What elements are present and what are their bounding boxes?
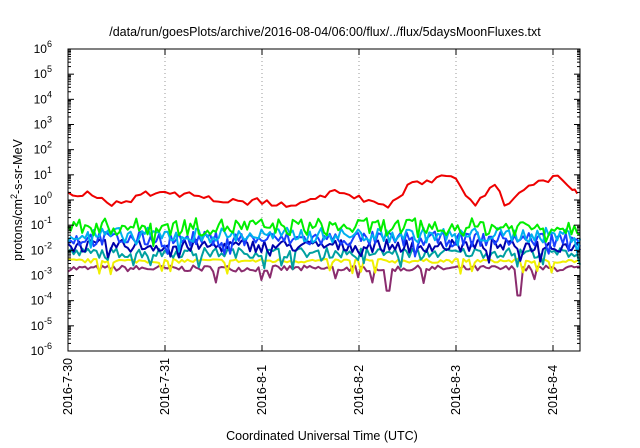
y-axis-label-text: protons/cm	[11, 199, 25, 261]
x-tick-label: 2016-8-3	[449, 365, 463, 415]
series-line	[67, 246, 581, 271]
y-tick-label-base: 10	[31, 269, 45, 283]
y-tick-label-base: 10	[34, 67, 48, 81]
series-line	[67, 264, 581, 297]
x-tick-label: 2016-8-2	[352, 365, 366, 415]
y-tick-label: 105	[34, 64, 52, 81]
y-tick-label: 106	[34, 39, 52, 56]
y-tick-label-exponent: 5	[47, 64, 52, 74]
y-axis-label-superscript: 2	[9, 194, 19, 199]
y-tick-label-exponent: -1	[44, 215, 52, 225]
y-tick-label: 10-3	[31, 266, 52, 283]
y-tick-label: 102	[34, 140, 52, 157]
x-tick-label: 2016-7-31	[158, 358, 172, 415]
y-tick-label-base: 10	[34, 143, 48, 157]
y-tick-label-exponent: 0	[47, 190, 52, 200]
y-tick-label-base: 10	[31, 319, 45, 333]
y-axis: 10-610-510-410-310-210-11001011021031041…	[31, 39, 580, 358]
x-tick-label: 2016-7-30	[61, 358, 75, 415]
y-tick-label-base: 10	[31, 218, 45, 232]
x-tick-label: 2016-8-1	[255, 365, 269, 415]
y-tick-label-base: 10	[34, 168, 48, 182]
y-tick-label: 101	[34, 165, 52, 182]
y-tick-label-base: 10	[31, 243, 45, 257]
y-tick-label: 104	[34, 89, 52, 106]
y-tick-label-base: 10	[34, 118, 48, 132]
y-tick-label-exponent: -6	[44, 341, 52, 351]
grid	[164, 49, 554, 351]
y-tick-label: 100	[34, 190, 52, 207]
y-axis-label: protons/cm2-s-sr-MeV	[9, 138, 25, 260]
y-axis-label-text-end: -s-sr-MeV	[11, 138, 25, 194]
x-axis-label: Coordinated Universal Time (UTC)	[226, 429, 418, 443]
y-tick-label-base: 10	[34, 42, 48, 56]
series-line	[67, 217, 581, 247]
y-tick-label-exponent: -5	[44, 316, 52, 326]
y-tick-label: 103	[34, 115, 52, 132]
y-tick-label-exponent: -3	[44, 266, 52, 276]
y-tick-label-exponent: 2	[47, 140, 52, 150]
y-tick-label-base: 10	[34, 193, 48, 207]
y-tick-label-exponent: 6	[47, 39, 52, 49]
y-tick-label-base: 10	[34, 92, 48, 106]
series-line	[67, 257, 581, 276]
series-line	[67, 174, 579, 209]
y-tick-label-exponent: 1	[47, 165, 52, 175]
y-tick-label-base: 10	[31, 344, 45, 358]
y-tick-label: 10-5	[31, 316, 52, 333]
y-tick-label: 10-2	[31, 240, 52, 257]
x-tick-label: 2016-8-4	[546, 365, 560, 415]
series-line	[67, 226, 581, 254]
y-tick-label-base: 10	[31, 294, 45, 308]
y-tick-label: 10-1	[31, 215, 52, 232]
y-tick-label-exponent: 3	[47, 115, 52, 125]
chart-title: /data/run/goesPlots/archive/2016-08-04/0…	[109, 25, 541, 39]
y-tick-label: 10-4	[31, 291, 52, 308]
y-tick-label: 10-6	[31, 341, 52, 358]
x-axis: 2016-7-30 2016-7-31 2016-8-1 2016-8-2 2016-8…	[61, 49, 560, 415]
y-tick-label-exponent: 4	[47, 89, 52, 99]
y-tick-label-exponent: -4	[44, 291, 52, 301]
series-line	[67, 238, 581, 264]
series-layer	[67, 174, 581, 297]
y-tick-label-exponent: -2	[44, 240, 52, 250]
